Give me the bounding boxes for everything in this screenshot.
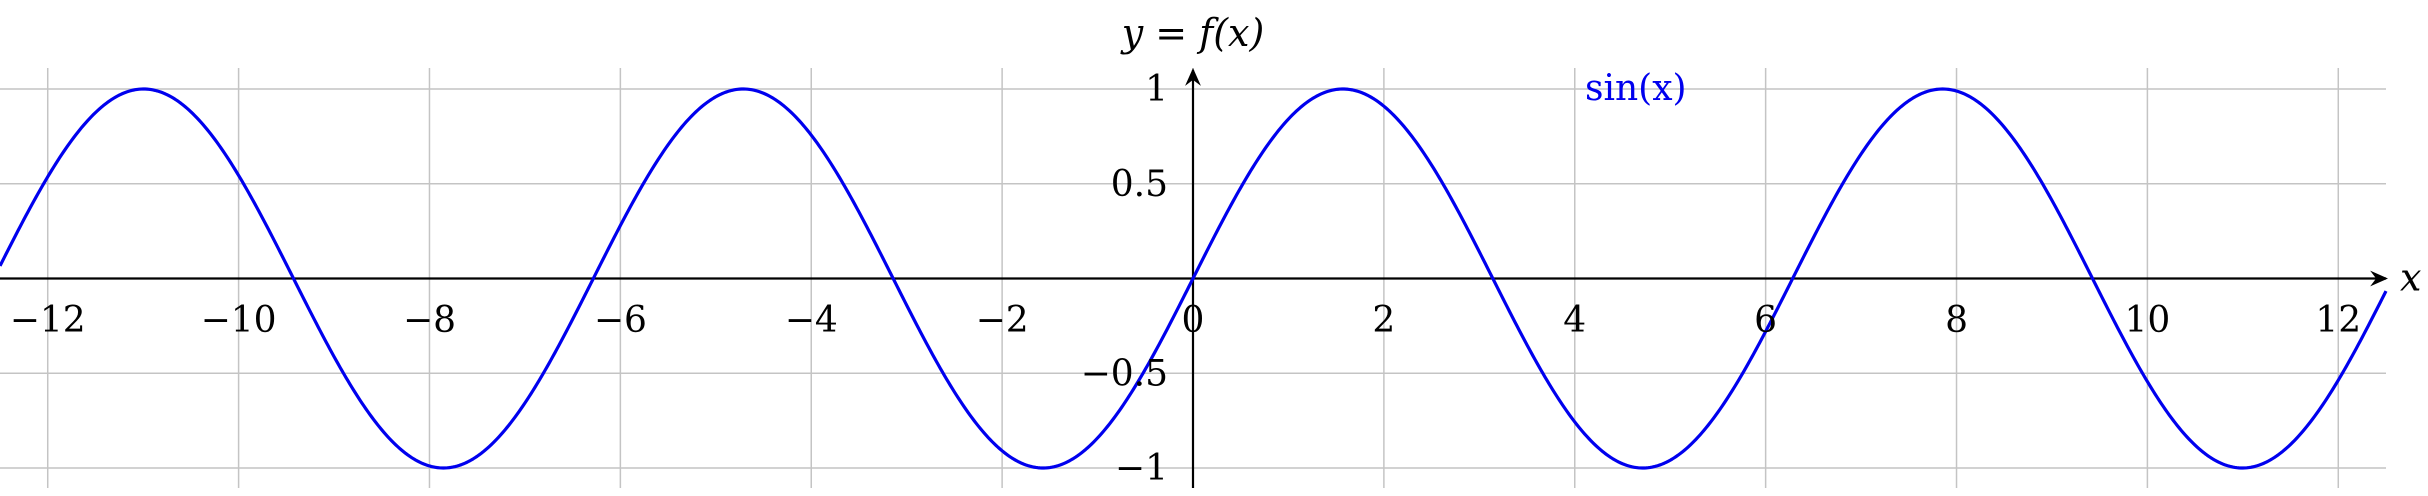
tick-labels: −12 −10 −8 −6 −4 −2 0 2 4 6 8 10 12 −1 −0.5 0.5 1: [10, 69, 2361, 489]
x-tick-label: −4: [785, 300, 838, 341]
legend-entry-sin: sin(x): [1585, 68, 1687, 109]
x-tick-label: 2: [1372, 300, 1395, 341]
x-axis-label: x: [2400, 256, 2421, 300]
y-tick-label: −0.5: [1081, 353, 1168, 394]
y-axis-label: y = f(x): [1120, 11, 1265, 55]
x-tick-label: 4: [1563, 300, 1586, 341]
x-tick-label: 8: [1945, 300, 1968, 341]
x-tick-label: −2: [976, 300, 1029, 341]
x-tick-label: −10: [201, 300, 277, 341]
x-tick-label: −8: [403, 300, 456, 341]
y-tick-label: 0.5: [1111, 164, 1168, 205]
y-tick-label: 1: [1145, 69, 1168, 110]
x-tick-label: −12: [10, 300, 86, 341]
x-tick-label: −6: [594, 300, 647, 341]
x-tick-label: 6: [1754, 300, 1777, 341]
x-tick-label: 0: [1182, 300, 1205, 341]
x-tick-label: 10: [2124, 300, 2170, 341]
series: [0, 87, 2388, 470]
x-tick-label: 12: [2315, 300, 2361, 341]
series-line-sin: [0, 87, 2388, 470]
y-tick-label: −1: [1115, 448, 1168, 489]
